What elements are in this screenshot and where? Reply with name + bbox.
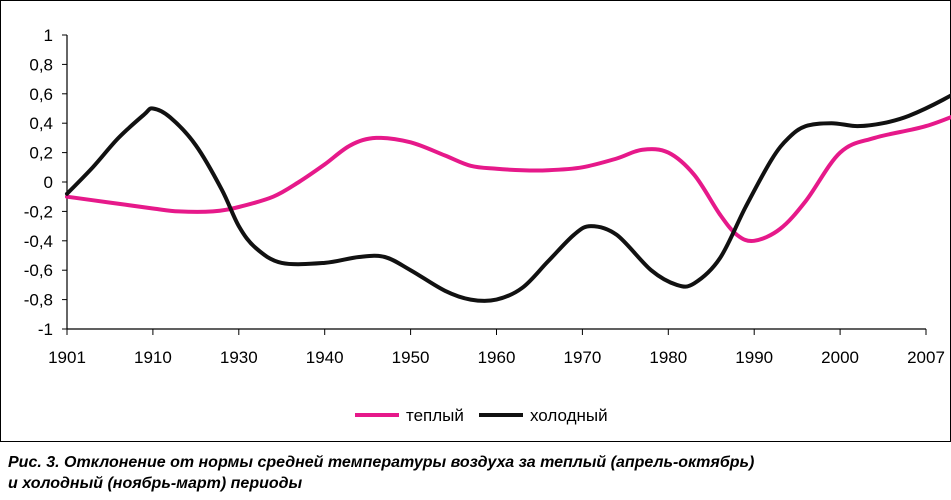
- figure-caption: Рис. 3. Отклонение от нормы средней темп…: [8, 452, 943, 494]
- x-tick-label: 1950: [392, 348, 430, 367]
- x-tick-label: 1970: [563, 348, 601, 367]
- x-tick-label: 2000: [821, 348, 859, 367]
- y-tick-label: -0,6: [24, 261, 53, 280]
- chart-axes: [66, 35, 926, 330]
- x-tick-label: 2007: [907, 348, 945, 367]
- y-tick-label: 0,4: [29, 114, 53, 133]
- y-tick-label: 0,6: [29, 85, 53, 104]
- y-tick-label: -0,2: [24, 202, 53, 221]
- y-tick-label: -1: [38, 320, 53, 339]
- x-tick-label: 1940: [306, 348, 344, 367]
- x-tick-label: 1960: [478, 348, 516, 367]
- y-tick-label: 1: [44, 26, 53, 45]
- y-tick-label: -0,4: [24, 232, 53, 251]
- series-line-1: [65, 93, 951, 303]
- y-tick-label: -0,8: [24, 291, 53, 310]
- series-layer: [65, 93, 951, 303]
- y-tick-label: 0,8: [29, 55, 53, 74]
- caption-line-2: и холодный (ноябрь-март) периоды: [8, 475, 303, 492]
- caption-line-1: Рис. 3. Отклонение от нормы средней темп…: [8, 454, 755, 471]
- y-tick-label: 0,2: [29, 144, 53, 163]
- y-axis-ticks: 1 0,8 0,6 0,4 0,2 0 -0,2 -0,4 -0,6 -0,8 -1: [24, 26, 67, 339]
- legend-label-0: теплый: [406, 406, 464, 425]
- chart-frame: 1 0,8 0,6 0,4 0,2 0 -0,2 -0,4 -0,6 -0,8 -1 1901 191…: [0, 0, 951, 442]
- x-tick-label: 1910: [134, 348, 172, 367]
- x-tick-label: 1980: [649, 348, 687, 367]
- y-tick-label: 0: [44, 173, 53, 192]
- legend-label-1: холодный: [530, 406, 608, 425]
- line-chart: 1 0,8 0,6 0,4 0,2 0 -0,2 -0,4 -0,6 -0,8 -1 1901 191…: [24, 26, 951, 425]
- x-axis-ticks: 1901 1910 1930 1940 1950 1960 1970 1980 1990 2000…: [48, 329, 945, 367]
- x-tick-label: 1901: [48, 348, 86, 367]
- series-line-0: [65, 114, 951, 244]
- x-tick-label: 1990: [735, 348, 773, 367]
- legend: теплый холодный: [355, 406, 608, 425]
- x-tick-label: 1930: [220, 348, 258, 367]
